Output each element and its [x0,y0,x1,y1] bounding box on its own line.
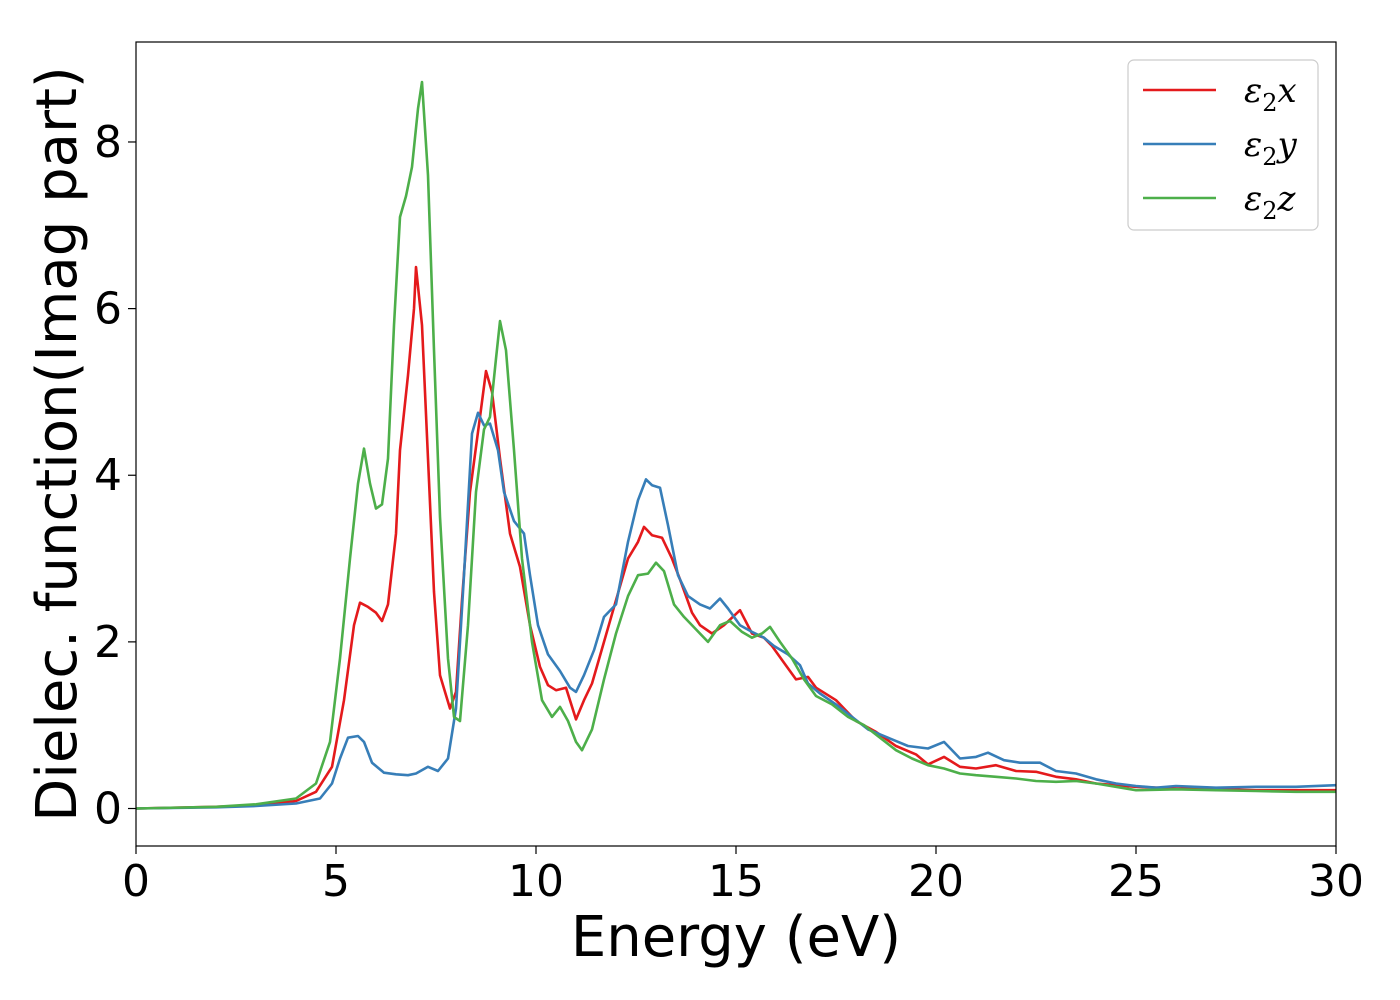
x-axis-ticks: 0 5 10 15 20 25 30 [122,846,1364,907]
x-tick-label: 10 [508,856,564,907]
legend-label-symbol: ε [1244,125,1262,165]
legend-label-component: x [1278,71,1297,111]
y-tick-label: 8 [94,117,122,168]
x-tick-label: 0 [122,856,150,907]
x-tick-label: 15 [708,856,764,907]
legend-label-component: y [1276,125,1298,165]
legend-label-subscript: 2 [1262,143,1277,171]
legend-label-subscript: 2 [1262,89,1277,117]
x-tick-label: 5 [322,856,350,907]
legend-label-z: ε2z [1244,179,1297,225]
series-line-z [136,80,1336,810]
legend-label-x: ε2x [1244,71,1297,117]
y-tick-label: 0 [94,784,122,835]
x-axis-label: Energy (eV) [571,905,901,970]
y-tick-label: 4 [94,450,122,501]
legend-label-symbol: ε [1244,71,1262,111]
series-line-y [136,411,1336,810]
x-tick-label: 25 [1108,856,1164,907]
y-tick-label: 2 [94,617,122,668]
x-tick-label: 30 [1308,856,1364,907]
legend-label-component: z [1277,179,1297,219]
y-axis-ticks: 0 2 4 6 8 [94,117,136,835]
legend-frame [1127,59,1319,231]
series-layer [136,80,1336,810]
legend-label-symbol: ε [1244,179,1262,219]
x-tick-label: 20 [908,856,964,907]
legend-label-y: ε2y [1244,125,1298,171]
y-tick-label: 6 [94,284,122,335]
y-axis-label: Dielec. function(Imag part) [25,66,90,822]
legend-label-subscript: 2 [1262,197,1277,225]
